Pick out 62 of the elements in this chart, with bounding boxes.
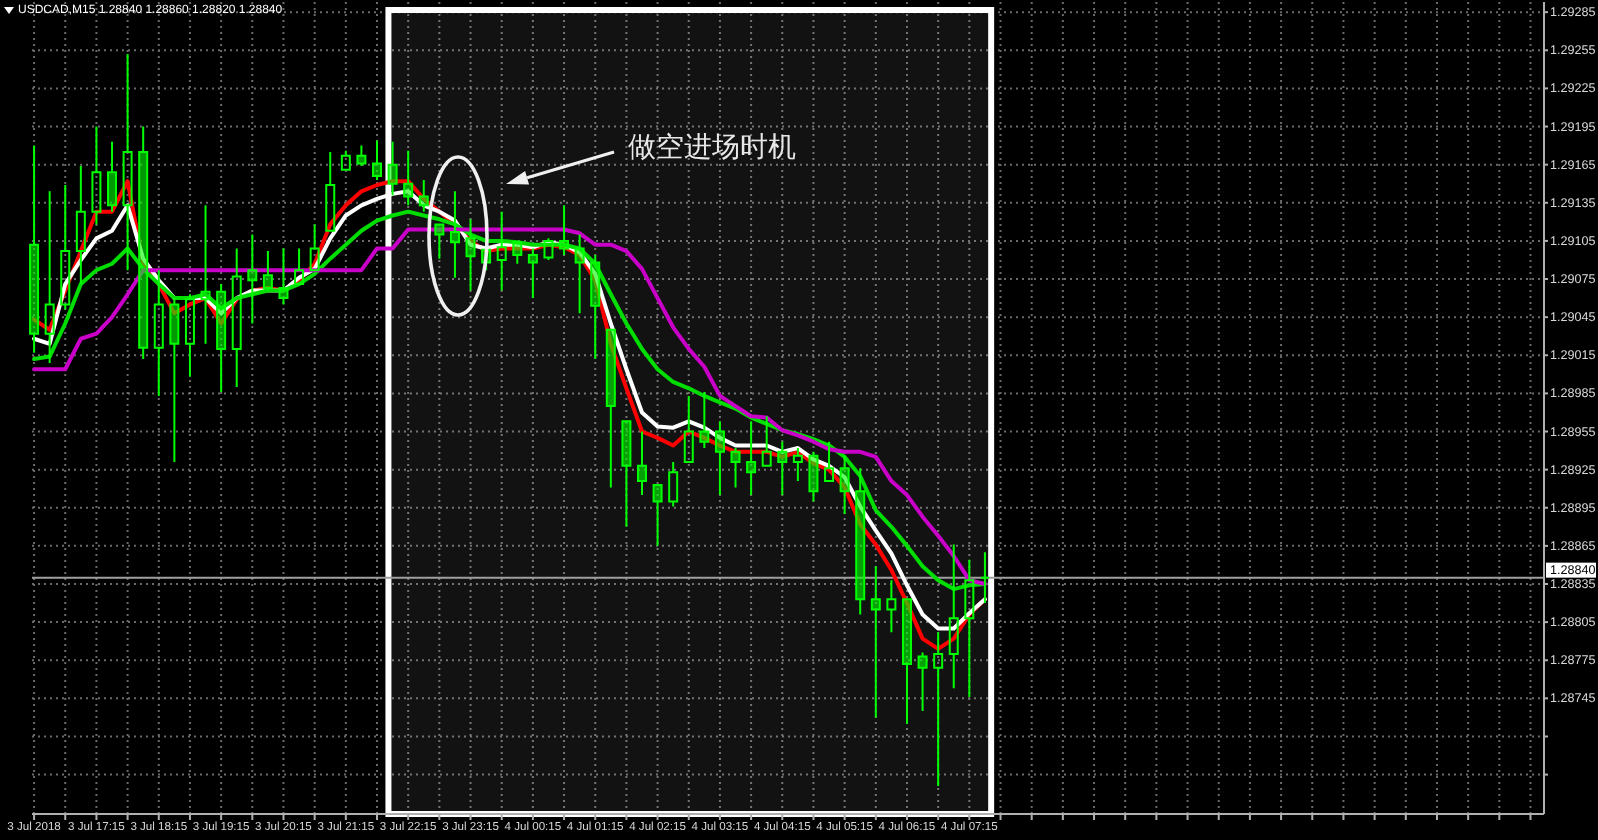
candlestick [403, 149, 414, 207]
candlestick [543, 237, 554, 261]
candlestick [886, 579, 897, 634]
candlestick [309, 223, 320, 272]
candlestick [746, 420, 757, 497]
candlestick [824, 440, 835, 483]
candlestick [590, 253, 601, 361]
candlestick [792, 447, 803, 483]
candlestick [730, 447, 741, 489]
candlestick [153, 269, 164, 397]
candlestick [231, 247, 242, 389]
candlestick [605, 328, 616, 489]
candlestick [418, 178, 429, 213]
candlestick [948, 543, 959, 690]
candlestick [75, 164, 86, 286]
candlestick [979, 551, 990, 605]
candlestick [434, 223, 445, 260]
candlestick [278, 247, 289, 306]
annotation: 做空进场时机 [628, 132, 796, 164]
candlestick [247, 233, 258, 325]
candlestick [917, 651, 928, 713]
candlestick [714, 420, 725, 497]
candlestick [777, 440, 788, 497]
candlestick [683, 394, 694, 464]
candlestick [91, 125, 102, 226]
candlestick [839, 454, 850, 516]
candlestick [964, 558, 975, 699]
candlestick [512, 239, 523, 265]
candlestick [527, 247, 538, 300]
candlestick [29, 144, 40, 354]
candlestick [325, 150, 336, 232]
candlestick [496, 210, 507, 292]
candlestick [901, 598, 912, 725]
candlestick [933, 631, 944, 788]
candlestick [574, 233, 585, 315]
candlestick [184, 293, 195, 378]
candlestick [107, 140, 118, 213]
candlestick [138, 125, 149, 361]
candlestick [122, 53, 133, 272]
candlestick [652, 483, 663, 547]
candlestick [637, 430, 647, 497]
candlestick [387, 140, 398, 197]
candlestick [200, 204, 211, 345]
candlestick [216, 283, 227, 394]
candlestick [44, 190, 55, 364]
candlestick [559, 204, 570, 256]
candlestick [340, 149, 351, 171]
candlestick [621, 420, 632, 528]
candlestick [855, 467, 866, 616]
candlestick [465, 218, 476, 292]
candlestick [169, 297, 180, 464]
candlestick [294, 247, 305, 286]
candlestick [372, 139, 383, 181]
candlestick [808, 450, 819, 503]
candlestick [699, 391, 710, 450]
candlestick [449, 190, 460, 279]
candlestick [761, 415, 772, 467]
candlestick [356, 144, 367, 167]
candlestick [60, 183, 71, 311]
candlestick [870, 565, 881, 719]
candlestick [262, 250, 273, 292]
candlestick [668, 461, 679, 508]
